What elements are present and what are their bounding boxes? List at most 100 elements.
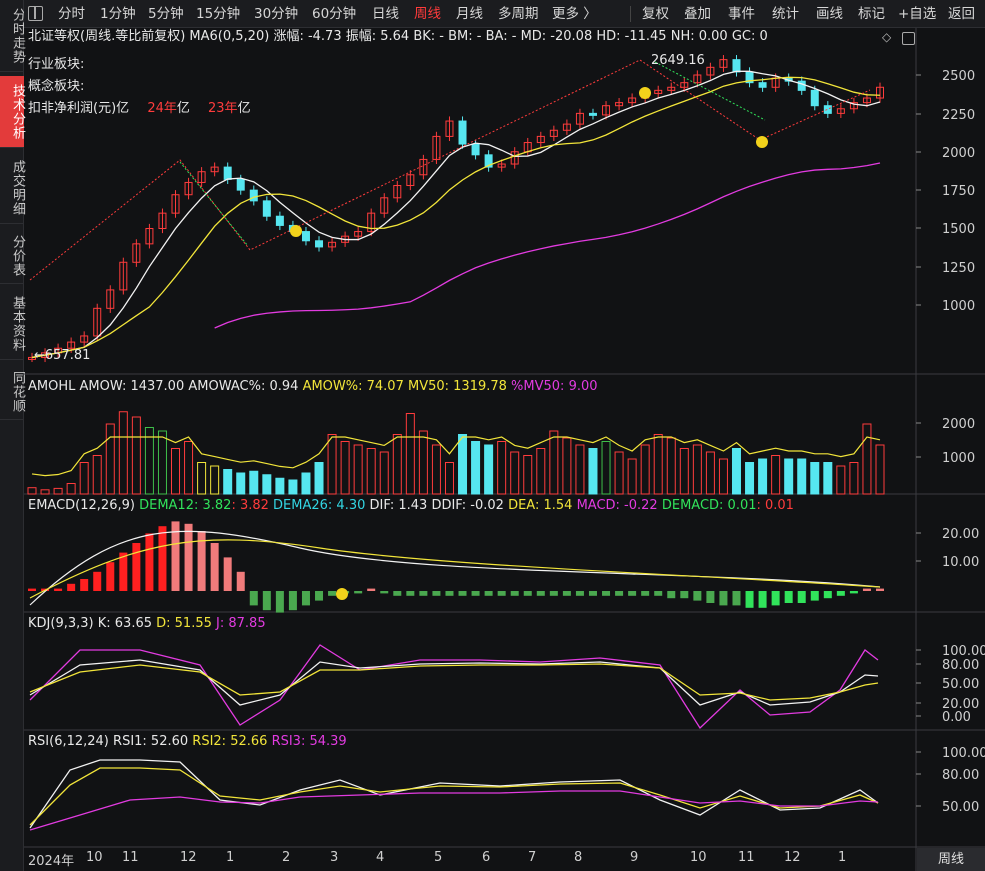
sidebar-tab-profile[interactable]: 基本资料: [0, 288, 25, 360]
grid-menu-icon[interactable]: [28, 6, 43, 21]
stats-button[interactable]: 统计: [772, 6, 799, 22]
volume-bar: [849, 462, 859, 495]
period-week[interactable]: 周线: [414, 6, 441, 22]
period-1min[interactable]: 1分钟: [100, 6, 136, 22]
volume-bar: [288, 479, 298, 495]
main-info-line: 北证等权(周线.等比前复权) MA6(0,5,20) 涨幅: -4.73 振幅:…: [28, 28, 768, 46]
candle-body: [458, 120, 467, 145]
ddif-value: DDIF: -0.02: [431, 498, 504, 513]
kdj-axis-label: 100.00: [942, 644, 985, 659]
panel-settings-icon[interactable]: [902, 32, 915, 45]
bk-value: BK: -: [413, 29, 444, 44]
emacd-name: EMACD(12,26,9): [28, 498, 135, 513]
rsi2-value: RSI2: 52.66: [192, 734, 268, 749]
back-button[interactable]: 返回: [948, 6, 975, 22]
period-multi[interactable]: 多周期: [498, 6, 539, 22]
emacd-histogram-bar: [432, 591, 441, 596]
period-15min[interactable]: 15分钟: [196, 6, 241, 22]
date-label: 10: [690, 850, 707, 865]
period-60min[interactable]: 60分钟: [312, 6, 357, 22]
volume-bar: [366, 448, 376, 495]
emacd-histogram-bar: [810, 591, 819, 601]
emacd-histogram-bar: [641, 591, 650, 596]
volume-bar: [836, 465, 846, 495]
ba-value: BA: -: [485, 29, 517, 44]
emacd-histogram-bar: [28, 588, 36, 591]
date-label: 12: [180, 850, 197, 865]
volume-bar: [431, 444, 441, 495]
candle-body: [171, 194, 180, 214]
candle-body: [849, 102, 858, 110]
kdj-d: D: 51.55: [156, 616, 212, 631]
period-day[interactable]: 日线: [372, 6, 399, 22]
period-more[interactable]: 更多 〉: [552, 6, 597, 22]
candle-body: [328, 241, 337, 248]
candle-body: [484, 154, 493, 168]
emacd-histogram-bar: [615, 591, 624, 596]
emacd-histogram-bar: [328, 591, 337, 596]
diamond-icon[interactable]: ◇: [882, 30, 892, 44]
rsi-info: RSI(6,12,24) RSI1: 52.60 RSI2: 52.66 RSI…: [28, 733, 347, 751]
amplitude: 振幅: 5.64: [345, 29, 410, 44]
candle-body: [575, 112, 584, 125]
period-month[interactable]: 月线: [456, 6, 483, 22]
period-indicator-button[interactable]: 周线: [917, 848, 985, 871]
candle-body: [810, 89, 819, 107]
emacd-histogram-bar: [171, 521, 180, 591]
candle-body: [28, 356, 36, 360]
sidebar-tab-timeshare[interactable]: 分时走势: [0, 0, 25, 72]
candle-body: [588, 112, 597, 116]
ma5-line: [31, 70, 881, 359]
emacd-histogram-bar: [771, 591, 780, 606]
emacd-histogram-bar: [67, 583, 76, 591]
candle-body: [354, 231, 363, 237]
candle-body: [536, 135, 545, 144]
emacd-histogram-bar: [719, 591, 728, 606]
kdj-axis-label: 80.00: [942, 658, 979, 673]
ma10-line: [31, 76, 881, 359]
candle-body: [301, 231, 310, 242]
trend-line-green: [179, 161, 249, 247]
draw-button[interactable]: 画线: [816, 6, 843, 22]
volume-bar: [275, 477, 285, 495]
candle-body: [667, 86, 676, 91]
emacd-histogram-bar: [93, 571, 102, 591]
demacd-value: DEMACD: 0.01: [661, 498, 757, 513]
adjust-button[interactable]: 复权: [642, 6, 669, 22]
candle-body: [380, 197, 389, 214]
profit-unit-24: 亿: [176, 101, 190, 116]
emacd-signal-dot: [336, 588, 348, 600]
period-timeshare[interactable]: 分时: [58, 6, 85, 22]
add-watchlist-button[interactable]: +自选: [898, 6, 937, 22]
sidebar-tab-ths[interactable]: 同花顺: [0, 364, 25, 420]
emacd-histogram-bar: [667, 591, 676, 599]
emacd-histogram-bar: [654, 591, 663, 596]
period-30min[interactable]: 30分钟: [254, 6, 299, 22]
candle-body: [119, 261, 128, 291]
candle-body: [719, 59, 728, 68]
emacd-histogram-bar: [523, 591, 532, 596]
overlay-button[interactable]: 叠加: [684, 6, 711, 22]
profit-year-24: 24年: [147, 101, 177, 116]
emacd-histogram-bar: [236, 571, 245, 591]
amow-pct-value: AMOW%: 74.07: [302, 379, 404, 394]
emacd-histogram-bar: [758, 591, 767, 608]
volume-bar: [340, 441, 350, 495]
event-button[interactable]: 事件: [728, 6, 755, 22]
emacd-histogram-bar: [497, 591, 506, 596]
candle-body: [67, 341, 76, 349]
period-5min[interactable]: 5分钟: [148, 6, 184, 22]
sidebar-tab-technical[interactable]: 技术分析: [0, 76, 25, 148]
volume-bar: [118, 411, 128, 495]
sidebar-tab-trades[interactable]: 成交明细: [0, 152, 25, 224]
volume-bar: [823, 462, 833, 495]
sidebar-tab-price-table[interactable]: 分价表: [0, 228, 25, 284]
emacd-histogram-bar: [106, 562, 115, 591]
emacd-histogram-bar: [876, 588, 884, 591]
candle-body: [693, 74, 702, 84]
mark-button[interactable]: 标记: [858, 6, 885, 22]
emacd-histogram-bar: [510, 591, 519, 596]
volume-bar: [405, 413, 415, 495]
kdj-info: KDJ(9,3,3) K: 63.65 D: 51.55 J: 87.85: [28, 615, 266, 633]
